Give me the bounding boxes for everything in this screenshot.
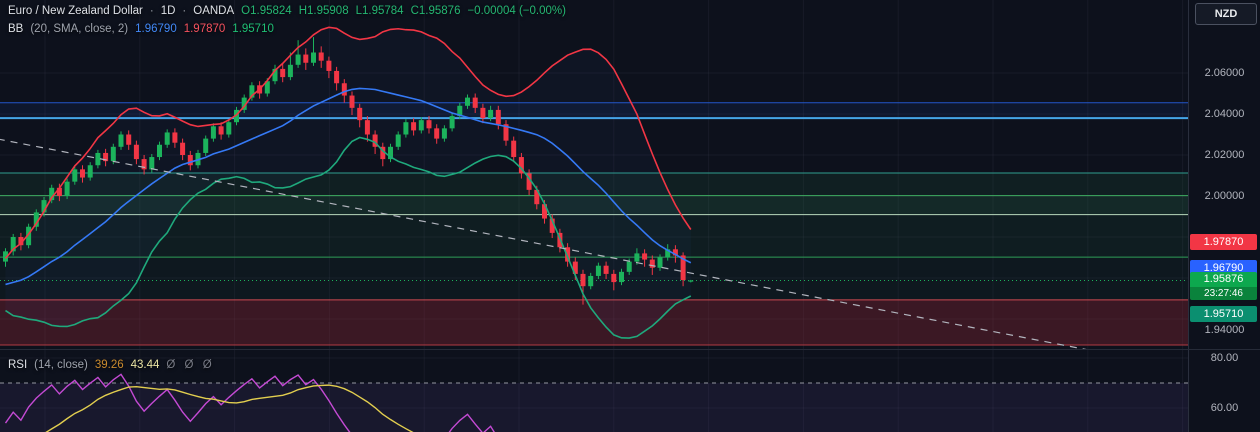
axis-label: 2.02000	[1204, 149, 1245, 161]
current-price-value: 1.95876	[1203, 273, 1244, 285]
rsi-indicator-legend[interactable]: RSI (14, close) 39.26 43.44 Ø Ø Ø	[8, 359, 215, 371]
bb-indicator-name[interactable]: BB	[8, 23, 24, 35]
rsi-indicator-params: (14, close)	[34, 359, 88, 371]
bb-indicator-legend[interactable]: BB (20, SMA, close, 2) 1.96790 1.97870 1…	[8, 23, 274, 35]
bar-countdown: 23:27:46	[1190, 287, 1257, 300]
bb-lower-value: 1.95710	[232, 23, 274, 35]
ohlc-open: O1.95824	[241, 5, 292, 17]
timeframe-label[interactable]: 1D	[160, 5, 176, 17]
rsi-chart-canvas[interactable]	[0, 350, 1188, 432]
price-chart-canvas[interactable]	[0, 0, 1188, 350]
bb-basis-value: 1.96790	[135, 23, 177, 35]
price-badge: 1.95710	[1190, 306, 1257, 322]
rsi-indicator-name[interactable]: RSI	[8, 359, 28, 371]
symbol-title[interactable]: Euro / New Zealand Dollar	[8, 5, 143, 17]
price-chart[interactable]	[0, 0, 1188, 350]
separator-dot: ·	[149, 5, 154, 17]
rsi-ma-value: 43.44	[130, 359, 160, 371]
symbol-legend[interactable]: Euro / New Zealand Dollar · 1D · OANDA O…	[8, 5, 566, 17]
price-badge: 1.97870	[1190, 234, 1257, 250]
separator-dot: ·	[182, 5, 187, 17]
axis-label: 2.00000	[1204, 190, 1245, 202]
pane-separator[interactable]	[0, 349, 1260, 350]
price-change: −0.00004 (−0.00%)	[467, 5, 566, 17]
axis-label: 80.00	[1210, 352, 1239, 364]
ohlc-high: H1.95908	[298, 5, 349, 17]
exchange-label[interactable]: OANDA	[193, 5, 235, 17]
currency-toggle-button[interactable]: NZD	[1195, 3, 1257, 25]
current-price-badge: 1.95876 23:27:46	[1190, 272, 1257, 300]
axis-label: 2.04000	[1204, 108, 1245, 120]
axis-label: 1.94000	[1204, 324, 1245, 336]
rsi-pane[interactable]	[0, 350, 1188, 432]
ohlc-low: L1.95784	[355, 5, 404, 17]
axis-label: 2.06000	[1204, 67, 1245, 79]
rsi-value: 39.26	[94, 359, 124, 371]
bb-indicator-params: (20, SMA, close, 2)	[30, 23, 129, 35]
axis-label: 60.00	[1210, 402, 1239, 414]
rsi-hidden-values: Ø Ø Ø	[166, 359, 215, 371]
ohlc-close: C1.95876	[410, 5, 461, 17]
bb-upper-value: 1.97870	[183, 23, 226, 35]
price-axis[interactable]: 1.95876 23:27:46 2.06000 2.04000 2.02000 2.…	[1188, 0, 1260, 432]
